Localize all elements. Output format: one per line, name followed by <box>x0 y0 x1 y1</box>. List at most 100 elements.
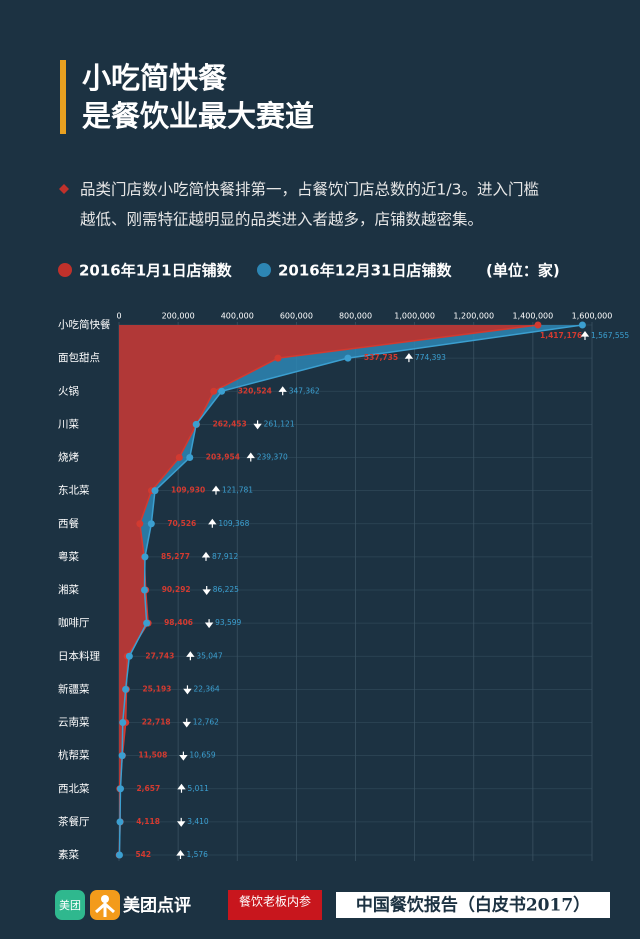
category-label: 西餐 <box>58 517 79 530</box>
category-label: 素菜 <box>58 848 79 861</box>
change-arrow <box>278 386 287 396</box>
legend-label: 2016年12月31日店铺数 <box>278 262 452 280</box>
point <box>116 785 124 793</box>
value-label: 86,225 <box>213 585 239 594</box>
value-label: 203,954 <box>206 453 240 462</box>
change-arrow <box>211 485 221 495</box>
value-label: 90,292 <box>162 585 191 594</box>
value-label: 3,410 <box>187 817 209 826</box>
change-arrow <box>183 685 192 695</box>
value-label: 10,659 <box>189 751 215 760</box>
value-label: 109,368 <box>218 519 249 528</box>
change-arrow <box>179 751 188 761</box>
value-label: 542 <box>135 850 151 859</box>
change-arrow <box>208 518 217 528</box>
category-label: 东北菜 <box>58 484 90 497</box>
change-arrow <box>177 817 186 827</box>
category-label: 日本料理 <box>58 649 100 662</box>
value-label: 320,524 <box>238 386 272 395</box>
x-tick-label: 400,000 <box>221 312 254 321</box>
x-tick-label: 600,000 <box>280 312 313 321</box>
value-label: 109,930 <box>171 486 205 495</box>
point <box>143 619 151 627</box>
category-label: 烧烤 <box>58 451 79 464</box>
change-arrow <box>186 651 195 661</box>
change-arrow <box>177 783 186 793</box>
area <box>119 325 538 855</box>
change-arrow <box>204 619 214 629</box>
category-label: 杭帮菜 <box>58 749 90 762</box>
category-label: 新疆菜 <box>58 682 90 695</box>
point <box>534 321 542 329</box>
point <box>210 387 218 395</box>
logo-figure <box>101 895 109 903</box>
logo-icon-text: 美团 <box>59 899 81 912</box>
change-arrow <box>404 353 414 363</box>
category-label: 湘菜 <box>58 583 79 596</box>
title: 是餐饮业最大赛道 <box>82 99 314 133</box>
point <box>274 354 282 362</box>
value-label: 35,047 <box>196 651 222 660</box>
category-label: 咖啡厅 <box>58 617 90 629</box>
change-arrow <box>580 331 590 340</box>
change-arrow <box>182 718 191 728</box>
brand: 美团点评 <box>123 895 191 916</box>
x-tick-label: 0 <box>116 312 121 321</box>
value-label: 22,364 <box>193 684 219 693</box>
legend-label: 2016年1月1日店铺数 <box>79 262 233 280</box>
x-tick-label: 800,000 <box>339 312 372 321</box>
legend-swatch <box>257 263 271 277</box>
point <box>578 321 586 329</box>
x-tick-label: 1,400,000 <box>513 312 554 321</box>
point <box>119 719 127 726</box>
change-arrow <box>246 452 255 462</box>
value-label: 12,762 <box>193 718 219 727</box>
value-label: 1,567,555 <box>591 331 629 340</box>
value-label: 93,599 <box>215 618 241 627</box>
value-label: 27,743 <box>145 651 174 660</box>
point <box>115 851 123 859</box>
value-label: 774,393 <box>415 353 446 362</box>
value-label: 25,193 <box>142 684 171 693</box>
point <box>344 354 352 362</box>
category-label: 茶餐厅 <box>58 815 90 828</box>
title-bar <box>60 60 66 134</box>
point <box>140 586 148 594</box>
title: 小吃简快餐 <box>82 61 228 95</box>
unit-label: (单位：家) <box>486 262 560 280</box>
value-label: 11,508 <box>138 751 167 760</box>
change-arrow <box>202 586 211 595</box>
point <box>116 818 124 826</box>
point <box>118 752 126 760</box>
category-label: 川菜 <box>58 418 79 430</box>
report-box <box>336 892 610 918</box>
point <box>136 520 144 528</box>
value-label: 1,417,176 <box>540 331 582 340</box>
bullet-text: 越低、刚需特征越明显的品类进入者越多，店铺数越密集。 <box>80 211 483 229</box>
point <box>186 454 194 461</box>
point <box>218 387 226 395</box>
x-tick-label: 200,000 <box>162 312 195 321</box>
value-label: 239,370 <box>257 453 288 462</box>
bullet-icon <box>59 184 69 194</box>
change-arrow <box>201 551 211 561</box>
value-label: 85,277 <box>161 552 190 561</box>
category-label: 西北菜 <box>58 783 90 795</box>
point <box>151 487 159 495</box>
value-label: 70,526 <box>167 519 196 528</box>
x-tick-label: 1,200,000 <box>453 312 494 321</box>
value-label: 1,576 <box>186 850 208 859</box>
badge-box <box>228 890 322 920</box>
x-tick-label: 1,600,000 <box>572 312 613 321</box>
value-label: 22,718 <box>142 718 171 727</box>
change-arrow <box>253 420 262 430</box>
point <box>175 454 183 461</box>
value-label: 347,362 <box>289 386 320 395</box>
point <box>192 420 200 428</box>
value-label: 4,118 <box>136 817 160 826</box>
value-label: 98,406 <box>164 618 193 627</box>
logo-figure <box>95 901 115 917</box>
